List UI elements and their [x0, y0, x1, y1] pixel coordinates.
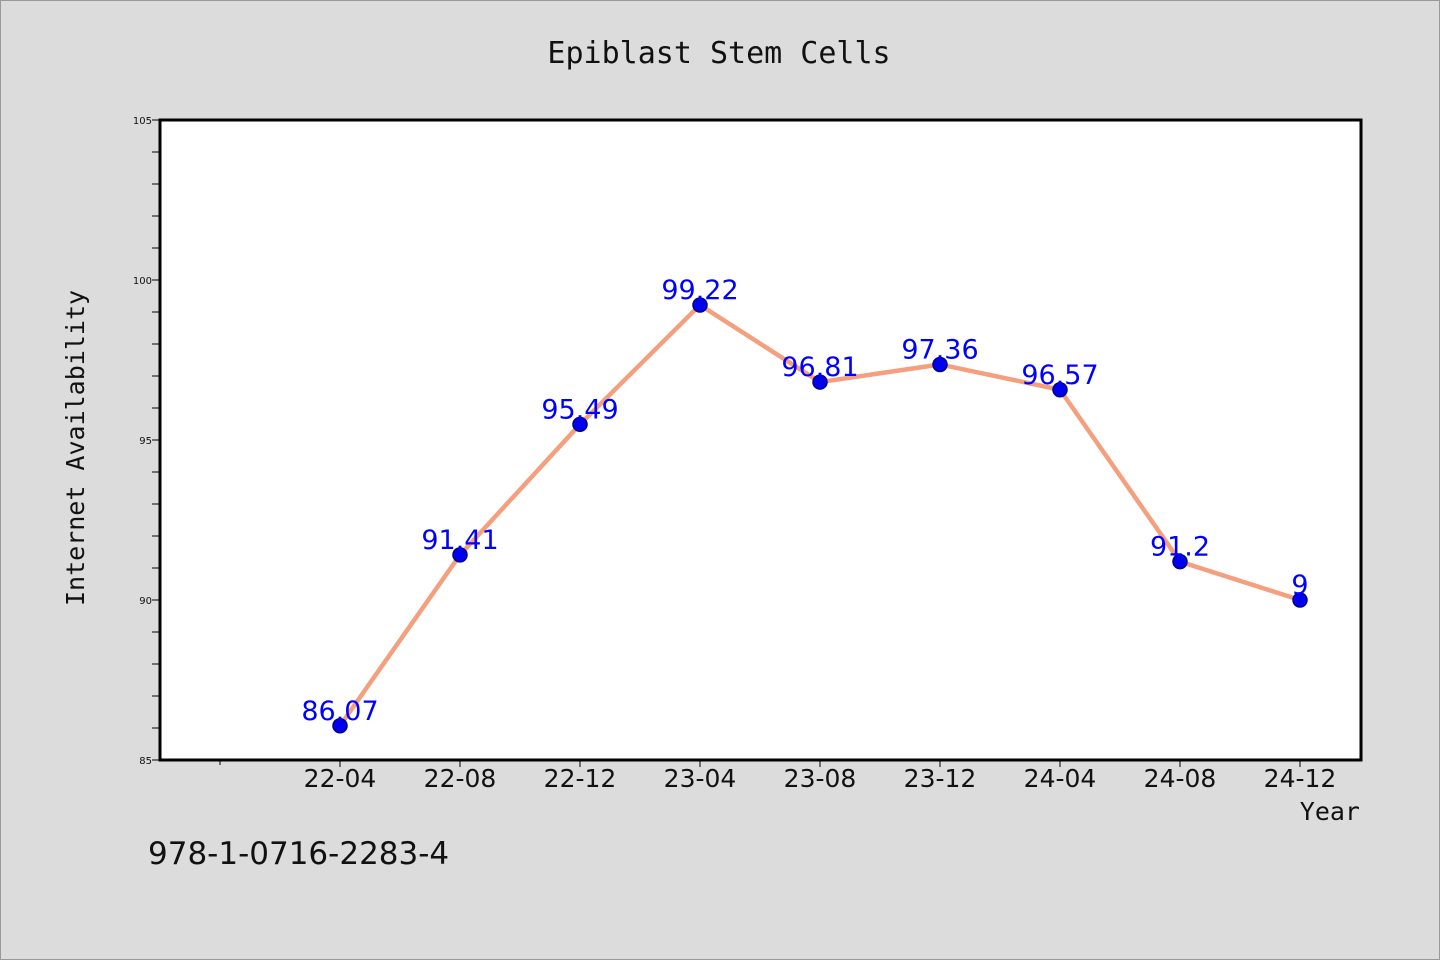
- x-tick-label: 24-12: [1264, 764, 1337, 793]
- data-point: [812, 374, 828, 390]
- x-axis-label: Year: [1300, 797, 1360, 826]
- chart-title: Epiblast Stem Cells: [547, 36, 890, 71]
- x-tick-label: 22-04: [304, 764, 377, 793]
- x-tick-label: 23-04: [664, 764, 737, 793]
- data-label: 91.2: [1150, 532, 1210, 563]
- data-label: 86.07: [301, 696, 378, 727]
- series-layer: 86.07 91.41 95.49 99.22 96.81 97.36 96.57 91.2 9: [301, 275, 1309, 734]
- data-label: 96.81: [781, 352, 858, 383]
- y-axis-label: Internet Availability: [61, 290, 90, 606]
- x-tick-label: 23-08: [784, 764, 857, 793]
- data-label: 96.57: [1021, 360, 1098, 391]
- data-label: 97.36: [901, 334, 978, 365]
- data-label: 9: [1291, 570, 1308, 601]
- x-tick-label: 24-04: [1024, 764, 1097, 793]
- plot-area: [158, 118, 1363, 762]
- data-point: [572, 416, 588, 433]
- isbn-label: 978-1-0716-2283-4: [148, 836, 449, 872]
- data-point: [1292, 592, 1308, 608]
- y-tick-label: 105: [133, 116, 152, 127]
- data-point: [692, 297, 708, 313]
- y-tick-label: 95: [139, 436, 152, 447]
- data-label: 91.41: [421, 525, 498, 556]
- data-point: [932, 356, 948, 373]
- data-point: [1172, 553, 1188, 570]
- y-tick-label: 90: [139, 596, 152, 607]
- data-label: 95.49: [541, 394, 618, 425]
- y-tick-label: 100: [133, 276, 152, 287]
- data-point: [332, 718, 348, 734]
- x-tick-label: 22-08: [424, 764, 497, 793]
- y-axis: 85 90 95 100 105: [133, 116, 160, 767]
- data-point: [1052, 382, 1068, 398]
- x-tick-label: 22-12: [544, 764, 617, 793]
- x-axis: 22-04 22-08 22-12 23-04 23-08 23-12 24-04 24-08…: [219, 760, 1337, 793]
- x-tick-label: 23-12: [904, 764, 977, 793]
- x-tick-label: 24-08: [1144, 764, 1217, 793]
- data-label: 99.22: [661, 275, 738, 306]
- y-tick-label: 85: [139, 756, 152, 767]
- data-point: [452, 547, 468, 563]
